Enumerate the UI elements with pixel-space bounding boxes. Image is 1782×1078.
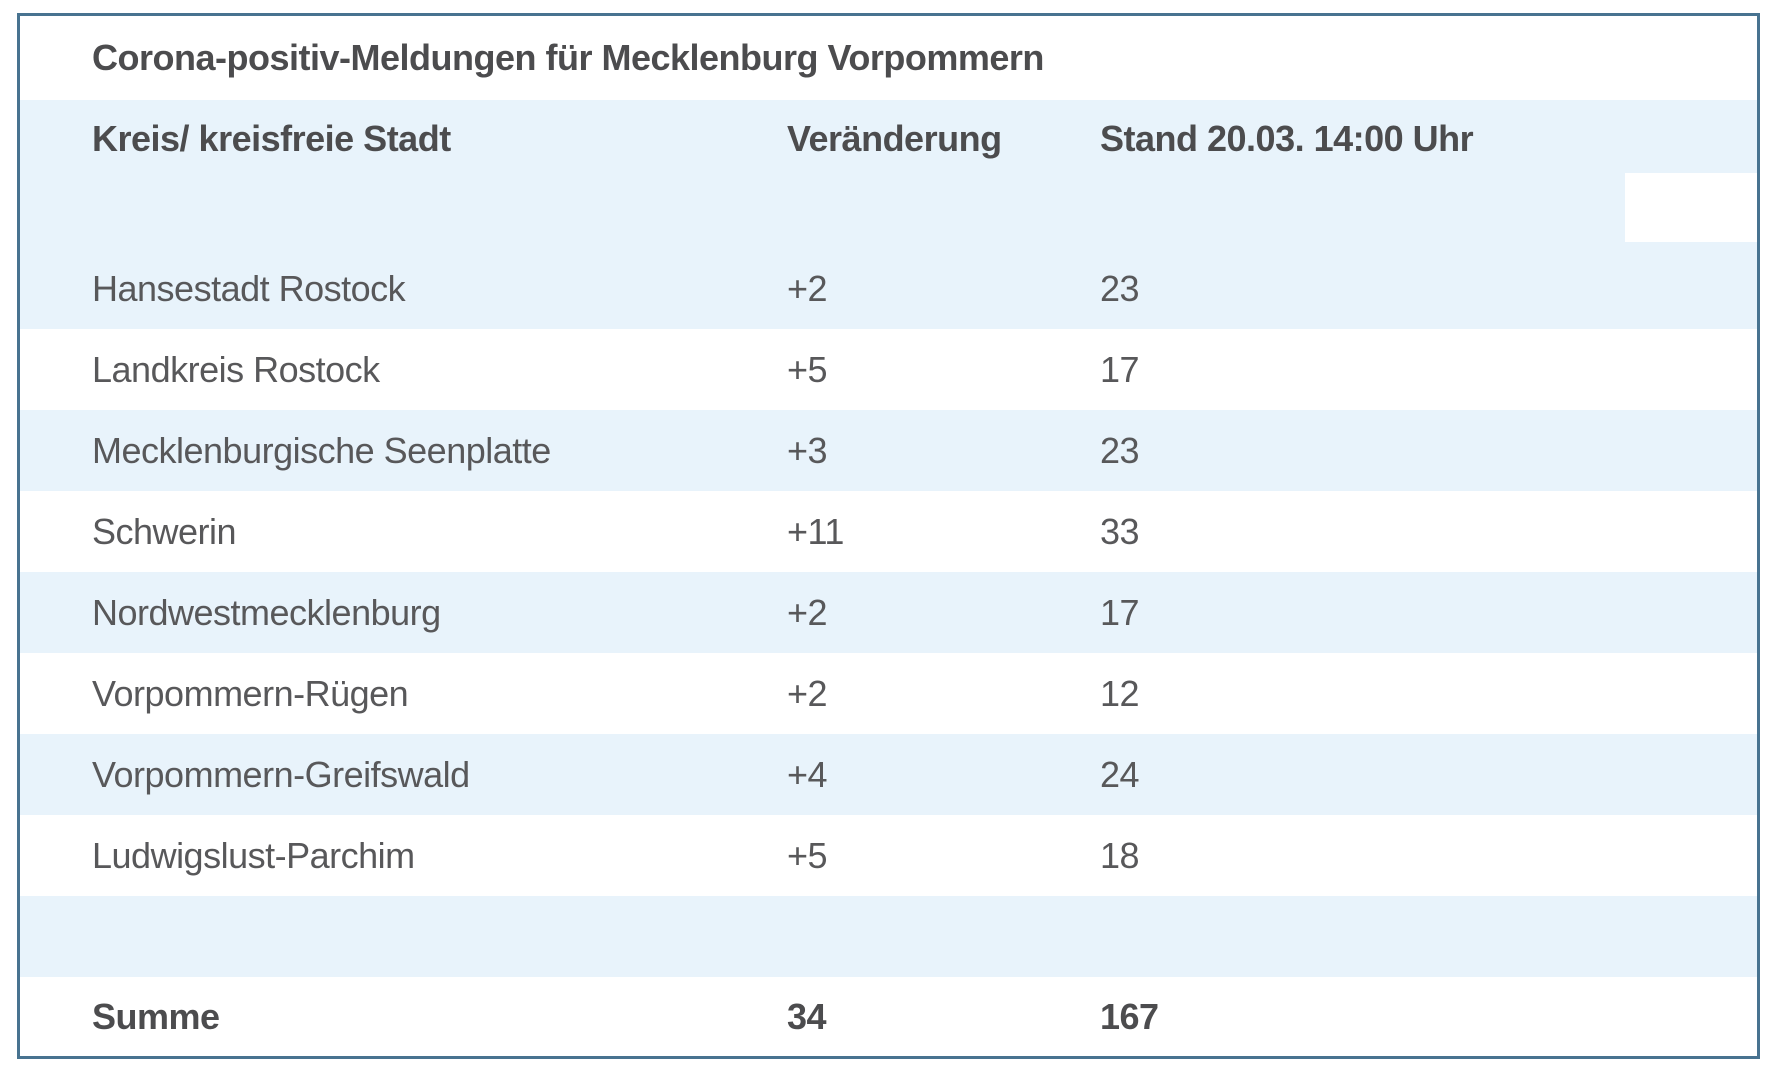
region-name: Schwerin (92, 510, 237, 552)
table-row-ludwigslust-parchim: Ludwigslust-Parchim +5 18 (20, 815, 1757, 896)
region-name: Vorpommern-Greifswald (92, 753, 470, 795)
summary-change-total: 34 (787, 995, 827, 1037)
region-name: Ludwigslust-Parchim (92, 834, 415, 876)
change-value: +5 (787, 834, 828, 876)
change-value: +5 (787, 348, 828, 390)
table-row-mecklenburgische-seenplatte: Mecklenburgische Seenplatte +3 23 (20, 410, 1757, 491)
table-title: Corona-positiv-Meldungen für Mecklenburg… (92, 37, 1044, 78)
change-value: +2 (787, 591, 828, 633)
column-header-region: Kreis/ kreisfreie Stadt (92, 118, 451, 159)
change-value: +11 (787, 510, 844, 552)
count-value: 17 (1100, 591, 1140, 633)
summary-count-total: 167 (1100, 995, 1159, 1037)
count-value: 23 (1100, 429, 1140, 471)
count-value: 23 (1100, 267, 1140, 309)
table-row-landkreis-rostock: Landkreis Rostock +5 17 (20, 329, 1757, 410)
empty-spacer-row (20, 896, 1757, 977)
region-name: Landkreis Rostock (92, 348, 380, 390)
change-value: +3 (787, 429, 828, 471)
table-title-row: Corona-positiv-Meldungen für Mecklenburg… (20, 16, 1757, 100)
table-summary-row: Summe 34 167 (20, 977, 1757, 1056)
change-value: +2 (787, 267, 828, 309)
region-name: Vorpommern-Rügen (92, 672, 409, 714)
change-value: +2 (787, 672, 828, 714)
white-overlay-patch (1625, 173, 1757, 242)
table-header-row: Kreis/ kreisfreie Stadt Veränderung Stan… (20, 100, 1757, 248)
count-value: 24 (1100, 753, 1140, 795)
table-row-hansestadt-rostock: Hansestadt Rostock +2 23 (20, 248, 1757, 329)
count-value: 12 (1100, 672, 1140, 714)
region-name: Hansestadt Rostock (92, 267, 406, 309)
table-row-nordwestmecklenburg: Nordwestmecklenburg +2 17 (20, 572, 1757, 653)
column-header-stand: Stand 20.03. 14:00 Uhr (1100, 118, 1474, 159)
table-row-vorpommern-greifswald: Vorpommern-Greifswald +4 24 (20, 734, 1757, 815)
table-row-vorpommern-ruegen: Vorpommern-Rügen +2 12 (20, 653, 1757, 734)
count-value: 17 (1100, 348, 1140, 390)
corona-table: Corona-positiv-Meldungen für Mecklenburg… (17, 13, 1760, 1059)
change-value: +4 (787, 753, 828, 795)
count-value: 18 (1100, 834, 1140, 876)
table-row-schwerin: Schwerin +11 33 (20, 491, 1757, 572)
region-name: Mecklenburgische Seenplatte (92, 429, 551, 471)
count-value: 33 (1100, 510, 1140, 552)
summary-label: Summe (92, 995, 220, 1037)
column-header-change: Veränderung (787, 118, 1002, 159)
region-name: Nordwestmecklenburg (92, 591, 441, 633)
